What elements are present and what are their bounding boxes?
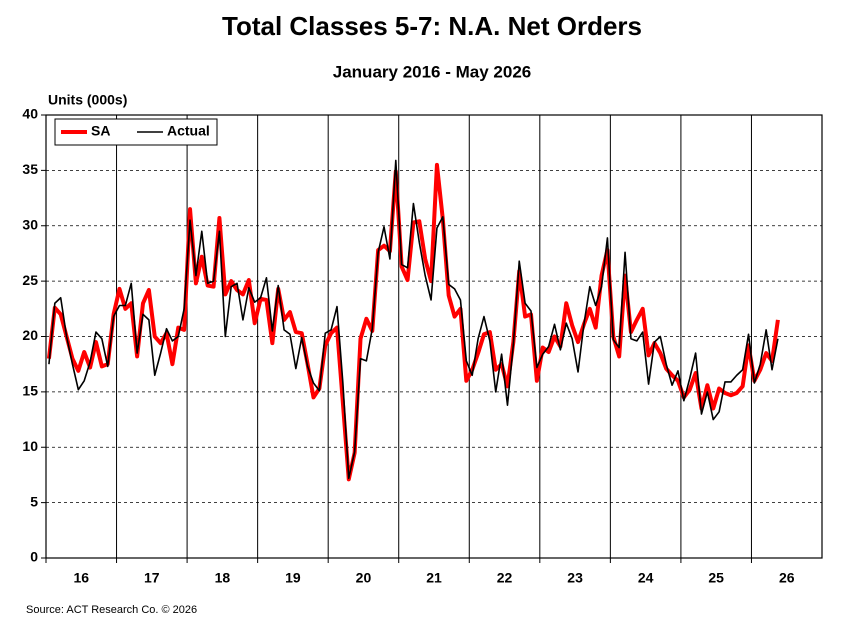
x-tick-label: 25 (708, 570, 724, 586)
x-tick-label: 18 (215, 570, 231, 586)
source-note: Source: ACT Research Co. © 2026 (26, 604, 197, 616)
chart-title: Total Classes 5-7: N.A. Net Orders (222, 11, 642, 41)
y-tick-label: 0 (30, 549, 38, 565)
x-tick-label: 17 (144, 570, 160, 586)
y-tick-label: 25 (22, 272, 38, 288)
x-tick-label: 20 (356, 570, 372, 586)
series-line (46, 162, 780, 482)
legend-label: SA (91, 123, 110, 139)
y-tick-label: 5 (30, 493, 38, 509)
x-tick-label: 26 (779, 570, 795, 586)
legend-label: Actual (167, 123, 210, 139)
x-tick-label: 22 (497, 570, 513, 586)
chart-subtitle: January 2016 - May 2026 (333, 62, 531, 81)
y-tick-label: 15 (22, 383, 38, 399)
y-tick-label: 35 (22, 161, 38, 177)
y-axis-label: Units (000s) (48, 92, 127, 108)
y-tick-label: 30 (22, 216, 38, 232)
series-line (48, 159, 779, 480)
y-tick-label: 40 (22, 106, 38, 122)
y-tick-label: 10 (22, 438, 38, 454)
x-tick-label: 21 (426, 570, 442, 586)
x-tick-label: 16 (73, 570, 89, 586)
plot-frame (45, 114, 823, 559)
x-tick-label: 19 (285, 570, 301, 586)
y-tick-label: 20 (22, 327, 38, 343)
x-tick-label: 23 (567, 570, 583, 586)
x-tick-label: 24 (638, 570, 654, 586)
